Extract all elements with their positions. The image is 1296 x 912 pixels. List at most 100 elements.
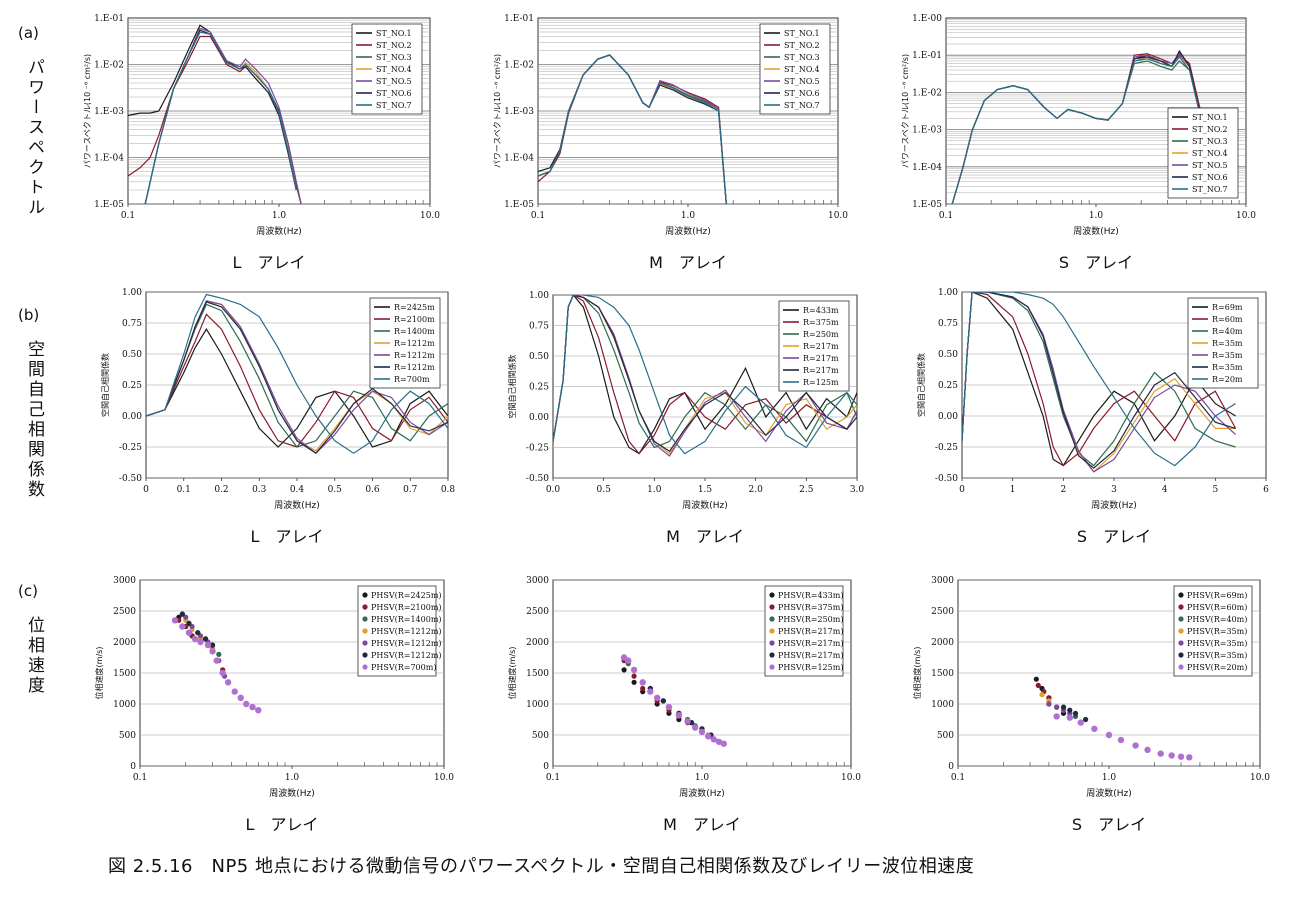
chart-b-S: -0.50 -0.25 0.00 0.25 0.50 0.75 1.00 0 1 2 3 4 5 6 周波数…	[916, 288, 1269, 546]
y-tick-label: 0.75	[122, 319, 142, 329]
row-title-b: 空間自己相関係数	[24, 340, 44, 500]
x-tick-label: 1.0	[1089, 211, 1104, 221]
legend-swatch	[362, 628, 368, 634]
y-tick-label: 1.E-01	[504, 14, 534, 24]
data-point-6	[1067, 707, 1073, 713]
data-point-7	[710, 736, 717, 743]
legend-swatch	[1178, 616, 1184, 622]
x-tick-label: 10.0	[828, 211, 848, 221]
data-point-2	[631, 673, 637, 679]
data-point-5	[1046, 701, 1052, 707]
series-line-2	[962, 292, 1237, 467]
legend-entry: R=700m	[394, 375, 430, 384]
legend-entry: ST_NO.4	[1192, 149, 1228, 158]
legend-entry: ST_NO.6	[784, 89, 820, 98]
legend-entry: ST_NO.1	[784, 29, 820, 38]
chart-a-M: 1.E-05 1.E-04 1.E-03 1.E-02 1.E-01 0.1 1.0 10.0…	[493, 14, 848, 272]
array-subtitle: L アレイ	[251, 527, 324, 546]
y-tick-label: 1.E-02	[504, 61, 534, 71]
chart-a-L: 1.E-05 1.E-04 1.E-03 1.E-02 1.E-01 0.1 1.0 10.0…	[83, 14, 440, 272]
row-tag-a: (a)	[18, 24, 39, 42]
data-point-7	[209, 648, 216, 655]
array-subtitle: L アレイ	[233, 253, 306, 272]
legend-entry: PHSV(R=700m)	[371, 663, 436, 672]
x-axis-label: 周波数(Hz)	[256, 225, 302, 237]
data-point-6	[209, 642, 216, 648]
data-point-7	[185, 629, 193, 636]
y-axis-label: パワースペクトル(10 ⁻⁶ cm²/s)	[83, 54, 92, 168]
series-line-3	[146, 303, 448, 448]
x-tick-label: 0.8	[441, 485, 456, 495]
x-tick-label: 1.0	[647, 485, 662, 495]
legend-entry: R=1400m	[394, 327, 435, 336]
figure-caption: 図 2.5.16 NP5 地点における微動信号のパワースペクトル・空間自己相関係…	[108, 856, 975, 877]
array-subtitle: S アレイ	[1072, 815, 1146, 834]
y-tick-label: 2000	[931, 638, 954, 648]
x-tick-label: 10.0	[434, 773, 454, 783]
x-tick-label: 0.1	[133, 773, 147, 783]
y-tick-label: 1500	[526, 669, 549, 679]
x-tick-label: 2	[1060, 485, 1066, 495]
legend-swatch	[769, 628, 775, 634]
legend-entry: R=217m	[803, 342, 839, 351]
chart-c-L: 0 500 1000 1500 2000 2500 3000 0.1 1.0 10.0 周波数(Hz…	[94, 576, 454, 834]
x-tick-label: 1.0	[272, 211, 287, 221]
row-title-c: 位相速度	[24, 616, 44, 696]
series-line-7	[951, 55, 1208, 204]
data-point-7	[720, 740, 727, 747]
y-tick-label: 2000	[526, 638, 549, 648]
y-tick-label: 0.00	[122, 412, 142, 422]
legend-entry: R=69m	[1212, 303, 1243, 312]
legend-entry: PHSV(R=433m)	[778, 591, 843, 600]
row-title-a: パワースペクトル	[24, 58, 44, 218]
y-tick-label: 1500	[931, 669, 954, 679]
series-line-1	[553, 295, 857, 455]
legend-swatch	[1178, 664, 1184, 670]
y-axis-label: 空間自己相関係数	[916, 353, 926, 417]
x-tick-label: 0.7	[403, 485, 418, 495]
legend-box	[764, 585, 844, 677]
data-point-6	[179, 611, 185, 617]
y-tick-label: 500	[532, 731, 549, 741]
legend-entry: PHSV(R=20m)	[1187, 663, 1247, 672]
x-axis-label: 周波数(Hz)	[682, 499, 728, 511]
x-tick-label: 6	[1263, 485, 1269, 495]
legend-entry: R=1212m	[394, 363, 435, 372]
data-point-7	[675, 711, 683, 719]
y-tick-label: 500	[119, 731, 136, 741]
legend-entry: PHSV(R=2100m)	[371, 603, 442, 612]
data-point-7	[171, 617, 179, 624]
legend-entry: ST_NO.5	[784, 77, 820, 86]
x-tick-label: 0	[143, 485, 149, 495]
data-point-6	[1072, 710, 1079, 716]
x-tick-label: 10.0	[1250, 773, 1270, 783]
legend-entry: R=1212m	[394, 351, 435, 360]
x-tick-label: 2.5	[799, 485, 814, 495]
legend-entry: R=1212m	[394, 339, 435, 348]
legend-swatch	[362, 640, 368, 646]
legend-swatch	[769, 664, 775, 670]
y-tick-label: -0.25	[935, 443, 958, 453]
legend-swatch	[1178, 592, 1184, 598]
legend-entry: R=217m	[803, 366, 839, 375]
y-tick-label: -0.50	[526, 474, 549, 484]
data-point-7	[625, 657, 632, 664]
data-point-7	[715, 738, 723, 746]
x-tick-label: 10.0	[420, 211, 440, 221]
y-tick-label: 1.E-01	[912, 51, 942, 61]
y-tick-label: 2500	[526, 607, 549, 617]
data-point-7	[213, 657, 220, 664]
array-subtitle: M アレイ	[666, 527, 744, 546]
legend-entry: PHSV(R=125m)	[778, 663, 843, 672]
data-point-1	[1033, 676, 1039, 682]
data-point-6	[660, 698, 666, 704]
y-tick-label: 1.E-05	[504, 200, 534, 210]
x-tick-label: 0.1	[951, 773, 965, 783]
y-tick-label: 0.50	[529, 352, 549, 362]
x-axis-label: 周波数(Hz)	[679, 787, 725, 799]
legend-box	[357, 585, 437, 677]
y-tick-label: 0.75	[938, 319, 958, 329]
y-tick-label: 0.00	[938, 412, 958, 422]
legend-entry: ST_NO.5	[1192, 161, 1228, 170]
y-tick-label: 1.00	[122, 288, 142, 298]
